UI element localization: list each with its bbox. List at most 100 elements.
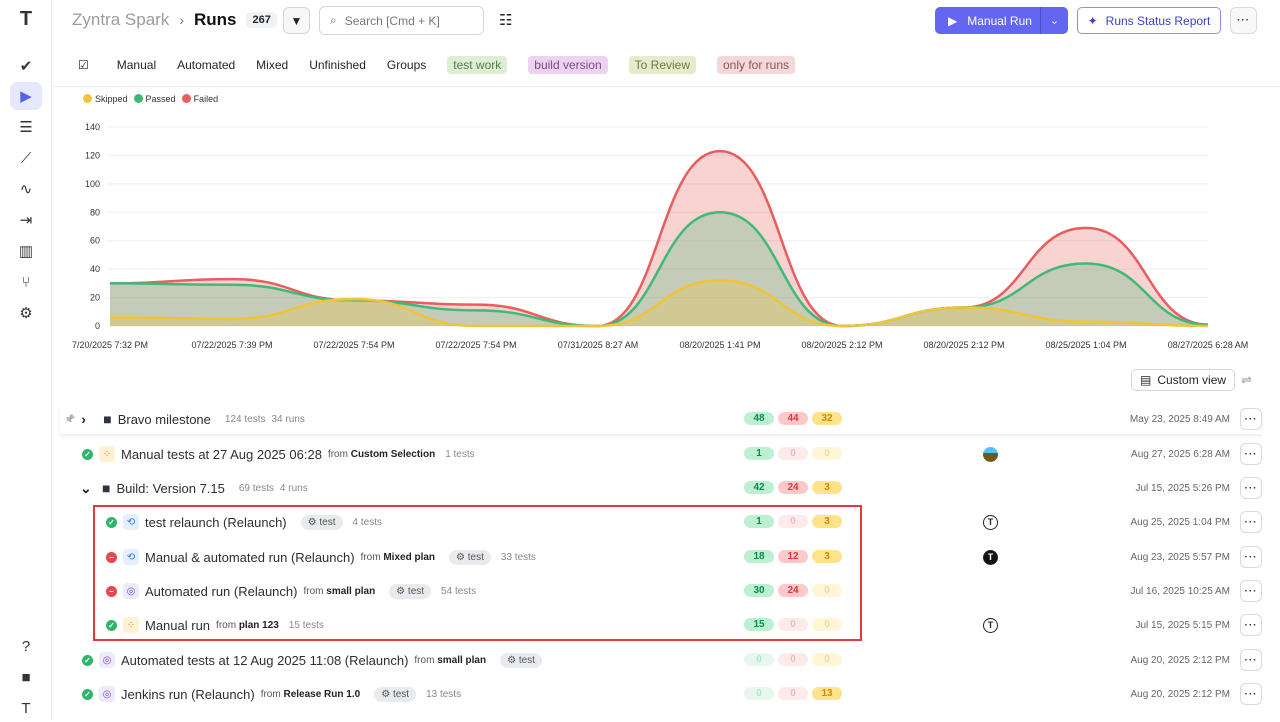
row-more-button[interactable]: ···: [1240, 443, 1262, 465]
count-skipped: 32: [812, 412, 842, 425]
row-lead: ✓ ⁘ Manual run from plan 123 15 tests: [106, 610, 324, 640]
row-lead: ⌄ ■ Build: Version 7.15 69 tests 4 runs: [80, 473, 308, 503]
run-title[interactable]: Manual run: [145, 617, 211, 633]
tab-mixed[interactable]: Mixed: [256, 58, 289, 72]
pulse-icon[interactable]: ∿: [19, 181, 33, 198]
row-more-button[interactable]: ···: [1240, 614, 1262, 636]
sparkle-icon: ✦: [1087, 13, 1098, 28]
run-tests: 13 tests: [426, 688, 462, 700]
run-title[interactable]: Automated tests at 12 Aug 2025 11:08 (Re…: [121, 652, 409, 668]
group-tests: 69 tests: [238, 482, 274, 494]
legend-item-failed[interactable]: Failed: [181, 94, 218, 104]
bar-chart-icon[interactable]: ▥: [18, 243, 34, 260]
automated-run-icon: ◎: [99, 652, 115, 668]
tab-manual[interactable]: Manual: [116, 58, 157, 72]
pin-icon[interactable]: 📌: [64, 413, 76, 424]
group-title[interactable]: Build: Version 7.15: [116, 480, 225, 496]
tag-filter[interactable]: build version: [528, 56, 608, 74]
filter-button[interactable]: ▼: [283, 7, 310, 34]
legend-item-passed[interactable]: Passed: [133, 94, 176, 104]
count-failed: 24: [778, 481, 808, 494]
help-icon[interactable]: ?: [21, 637, 31, 655]
count-skipped: 13: [812, 687, 842, 700]
source-name[interactable]: plan 123: [238, 619, 279, 631]
source-name[interactable]: Custom Selection: [350, 448, 436, 460]
breadcrumb-project[interactable]: Zyntra Spark: [72, 10, 170, 29]
search-input[interactable]: ⌕ Search [Cmd + K]: [319, 6, 484, 35]
tab-automated[interactable]: Automated: [177, 58, 236, 72]
row-more-button[interactable]: ···: [1240, 546, 1262, 568]
table-row[interactable]: ✓ ⁘ Manual tests at 27 Aug 2025 06:28 from …: [60, 439, 1280, 469]
source-name[interactable]: Mixed plan: [383, 551, 436, 563]
tag-chip[interactable]: ⚙ test: [300, 514, 343, 530]
from-label: from: [260, 688, 281, 700]
x-tick-label: 08/25/2025 1:04 PM: [1045, 340, 1126, 350]
x-tick-label: 08/20/2025 1:41 PM: [679, 340, 760, 350]
count-failed: 12: [778, 550, 808, 563]
tag-chip[interactable]: ⚙ test: [449, 549, 491, 565]
gear-icon[interactable]: ⚙: [19, 305, 33, 322]
check-icon[interactable]: ✔: [19, 58, 33, 75]
folder-icon[interactable]: ■: [21, 668, 31, 686]
view-settings-icon[interactable]: ⇌: [1241, 372, 1252, 387]
group-row[interactable]: ⌄ ■ Build: Version 7.15 69 tests 4 runs 42 24 3…: [60, 473, 1280, 503]
run-title[interactable]: Manual tests at 27 Aug 2025 06:28: [121, 446, 322, 462]
from-label: from: [216, 619, 237, 631]
table-row[interactable]: ✓ ◎ Automated tests at 12 Aug 2025 11:08 (…: [60, 645, 1280, 675]
row-lead: ✓ ◎ Jenkins run (Relaunch) from Release Run…: [82, 679, 461, 709]
legend-item-skipped[interactable]: Skipped: [83, 94, 128, 104]
logo-icon: T: [19, 7, 33, 30]
source-name[interactable]: Release Run 1.0: [283, 688, 361, 700]
tab-groups[interactable]: Groups: [386, 58, 427, 72]
manual-run-button[interactable]: ▶ Manual Run ⌄: [935, 7, 1068, 34]
branch-icon[interactable]: ⑂: [21, 273, 31, 291]
table-row[interactable]: − ⟲ Manual & automated run (Relaunch) from …: [60, 542, 1280, 572]
gear-icon: ⚙: [456, 551, 468, 563]
tab-unfinished[interactable]: Unfinished: [309, 58, 366, 72]
run-title[interactable]: Manual & automated run (Relaunch): [145, 549, 355, 565]
row-more-button[interactable]: ···: [1240, 477, 1262, 499]
tag-chip[interactable]: ⚙ test: [374, 686, 417, 702]
row-more-button[interactable]: ···: [1240, 580, 1262, 602]
steps-icon[interactable]: ⟋: [20, 149, 32, 167]
settings-sliders-icon[interactable]: ☷: [499, 12, 513, 29]
table-row[interactable]: ✓ ◎ Jenkins run (Relaunch) from Release Run…: [60, 679, 1280, 709]
run-title[interactable]: test relaunch (Relaunch): [145, 514, 287, 530]
line-skipped: [109, 279, 1209, 328]
play-circle-icon[interactable]: ▶: [10, 82, 42, 110]
chevron-down-icon[interactable]: ⌄: [80, 479, 92, 496]
group-title[interactable]: Bravo milestone: [117, 411, 211, 427]
tag-chip[interactable]: ⚙ test: [389, 583, 432, 599]
tag-filter[interactable]: test work: [447, 56, 508, 74]
row-more-button[interactable]: ···: [1240, 649, 1262, 671]
tag-filter[interactable]: To Review: [628, 56, 696, 74]
search-icon: ⌕: [330, 13, 337, 27]
table-row[interactable]: ✓ ⁘ Manual run from plan 123 15 tests 15 0 0 T Ju…: [60, 610, 1280, 640]
count-failed: 0: [778, 687, 808, 700]
table-row[interactable]: − ◎ Automated run (Relaunch) from small pla…: [60, 576, 1280, 606]
more-options-button[interactable]: ···: [1230, 7, 1257, 34]
user-avatar-icon[interactable]: T: [21, 699, 31, 717]
import-icon[interactable]: ⇥: [19, 212, 33, 229]
count-skipped: 0: [812, 618, 842, 631]
source-name[interactable]: small plan: [437, 654, 487, 666]
run-title[interactable]: Automated run (Relaunch): [145, 583, 298, 599]
manual-run-dropdown-chevron-icon[interactable]: ⌄: [1049, 15, 1060, 27]
select-runs-icon[interactable]: ☑: [78, 58, 89, 72]
run-date: May 23, 2025 8:49 AM: [1129, 413, 1230, 425]
list-check-icon[interactable]: ☰: [19, 119, 33, 136]
chevron-right-icon[interactable]: ›: [81, 411, 86, 427]
count-skipped: 3: [812, 550, 842, 563]
source-name[interactable]: small plan: [326, 585, 376, 597]
table-row[interactable]: ✓ ⟲ test relaunch (Relaunch) ⚙ test 4 tests 1…: [60, 507, 1280, 537]
custom-view-button[interactable]: ▤ Custom view: [1131, 369, 1236, 391]
group-row[interactable]: 📌 › ■ Bravo milestone 124 tests 34 runs 48 44 32…: [60, 404, 1262, 434]
run-tests: 1 tests: [445, 448, 475, 460]
row-more-button[interactable]: ···: [1240, 511, 1262, 533]
runs-status-report-button[interactable]: ✦ Runs Status Report: [1077, 7, 1221, 34]
run-title[interactable]: Jenkins run (Relaunch): [121, 686, 255, 702]
row-more-button[interactable]: ···: [1240, 408, 1262, 430]
tag-filter[interactable]: only for runs: [717, 56, 796, 74]
row-more-button[interactable]: ···: [1240, 683, 1262, 705]
tag-chip[interactable]: ⚙ test: [500, 652, 542, 668]
